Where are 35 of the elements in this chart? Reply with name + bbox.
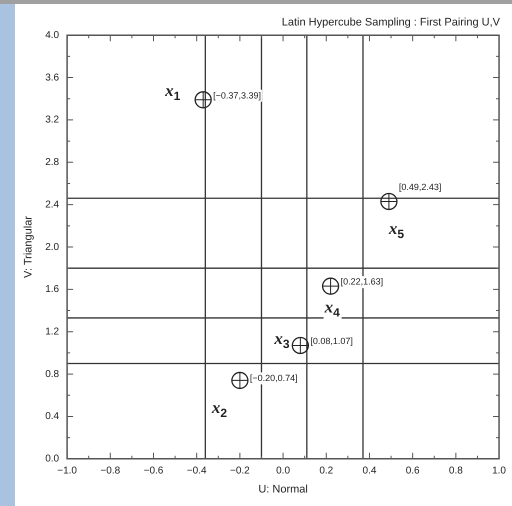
y-tick-label: 3.2 (45, 114, 60, 126)
y-tick-label: 2.8 (45, 157, 60, 168)
point (231, 372, 249, 390)
y-tick-label: 1.6 (45, 284, 60, 296)
data-label: [0.08,1.07] (310, 336, 353, 346)
y-tick-label: 0.8 (45, 368, 60, 380)
x-tick-label: −0.8 (100, 466, 121, 477)
x-tick-label: −1.0 (57, 466, 78, 477)
x-tick-label: −0.2 (230, 466, 250, 477)
y-axis-title: V: Triangular (22, 216, 35, 278)
y-tick-label: 0.0 (45, 454, 60, 465)
chart-title: Latin Hypercube Sampling : First Pairing U,V (282, 16, 501, 29)
y-tick-label: 3.6 (45, 72, 60, 84)
point (292, 336, 310, 354)
x-tick-label: −0.4 (186, 466, 207, 477)
point (194, 91, 212, 108)
y-tick-label: 2.4 (45, 199, 60, 210)
point (322, 278, 340, 295)
y-tick-label: 0.4 (45, 411, 60, 422)
x-tick-label: 0.6 (406, 466, 420, 477)
x-tick-label: 0.4 (362, 466, 377, 477)
x-tick-label: 1.0 (492, 466, 506, 477)
point (380, 192, 398, 210)
data-label: [0.49,2.43] (398, 182, 442, 192)
y-tick-label: 1.2 (45, 326, 60, 338)
x-tick-label: 0.0 (276, 466, 290, 477)
x-tick-label: −0.6 (144, 466, 164, 477)
x-tick-label: 0.2 (319, 466, 334, 477)
y-tick-label: 4.0 (45, 30, 60, 41)
x-axis-title: U: Normal (258, 483, 308, 496)
data-label: [0.22,1.63] (340, 276, 384, 287)
data-label: [−0.20,0.74] (250, 372, 298, 383)
x-tick-label: 0.8 (448, 466, 464, 477)
data-label: [−0.37,3.39] (213, 90, 261, 100)
y-tick-label: 2.0 (45, 242, 60, 253)
